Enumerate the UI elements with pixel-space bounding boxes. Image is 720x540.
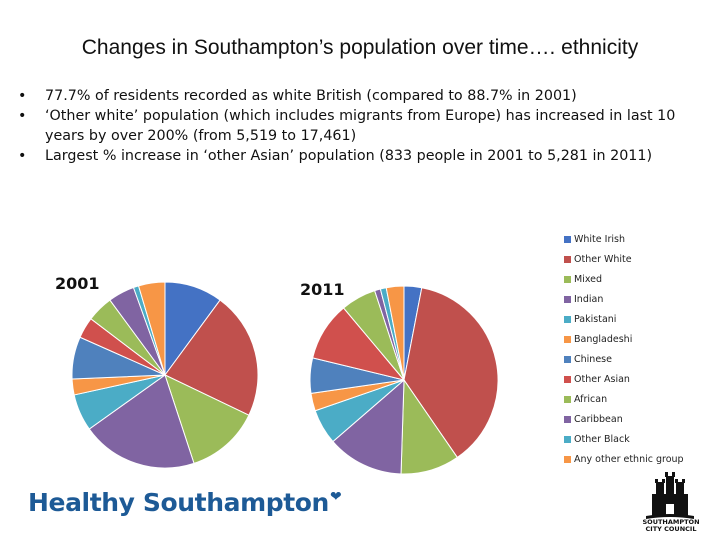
legend-label: Bangladeshi	[574, 333, 633, 345]
bullet-text: ‘Other white’ population (which includes…	[45, 108, 676, 144]
pie-slice-2011-other-white	[403, 287, 499, 459]
pie-2011	[309, 285, 499, 475]
legend-label: Mixed	[574, 273, 603, 285]
pie-2001	[71, 281, 259, 469]
legend-swatch	[564, 355, 571, 363]
pie-slice-2011-indian	[332, 378, 405, 475]
brand-text: Healthy Southampton	[28, 488, 329, 517]
slide-title: Changes in Southampton’s population over…	[81, 36, 639, 59]
legend-label: Any other ethnic group	[574, 453, 684, 465]
legend-label: Other White	[574, 253, 632, 265]
pie-title-2001: 2001	[55, 274, 100, 293]
pie-slice-2001-other-white	[164, 299, 259, 416]
legend-item: White Irish	[564, 229, 684, 249]
bullet-item: • ‘Other white’ population (which includ…	[18, 106, 708, 146]
bullet-item: • Largest % increase in ‘other Asian’ po…	[18, 146, 708, 166]
council-crest-icon	[646, 472, 694, 519]
pie-slice-2001-indian	[88, 374, 195, 469]
legend-label: White Irish	[574, 233, 625, 245]
legend-item: Indian	[564, 289, 684, 309]
legend-swatch	[564, 255, 571, 263]
legend-item: Chinese	[564, 349, 684, 369]
legend-item: Any other ethnic group	[564, 449, 684, 469]
legend-label: Chinese	[574, 353, 612, 365]
bullet-dot: •	[18, 108, 27, 124]
legend-swatch	[564, 275, 571, 283]
legend-swatch	[564, 295, 571, 303]
council-name: SOUTHAMPTON CITY COUNCIL	[642, 518, 700, 533]
legend-swatch	[564, 415, 571, 423]
legend-swatch	[564, 455, 571, 463]
legend-item: Other Black	[564, 429, 684, 449]
bullet-text: 77.7% of residents recorded as white Bri…	[45, 88, 577, 104]
legend-item: African	[564, 389, 684, 409]
bullet-dot: •	[18, 148, 27, 164]
legend-label: African	[574, 393, 608, 405]
pie-slice-2001-any-other-ethnic-group	[137, 281, 166, 376]
pie-slice-2011-any-other-ethnic-group	[385, 285, 405, 381]
legend-label: Caribbean	[574, 413, 623, 425]
healthy-southampton-logo: Healthy Southampton❤	[28, 488, 342, 517]
legend-item: Pakistani	[564, 309, 684, 329]
bullet-item: • 77.7% of residents recorded as white B…	[18, 86, 708, 106]
legend-item: Mixed	[564, 269, 684, 289]
bullet-list: • 77.7% of residents recorded as white B…	[18, 86, 708, 166]
legend-swatch	[564, 335, 571, 343]
legend-item: Caribbean	[564, 409, 684, 429]
legend-label: Other Black	[574, 433, 630, 445]
legend-label: Indian	[574, 293, 604, 305]
bullet-dot: •	[18, 88, 27, 104]
pie-title-2011: 2011	[300, 280, 345, 299]
legend-swatch	[564, 435, 571, 443]
legend-swatch	[564, 375, 571, 383]
legend-label: Pakistani	[574, 313, 617, 325]
legend-swatch	[564, 315, 571, 323]
legend-label: Other Asian	[574, 373, 630, 385]
chart-legend: White Irish Other White Mixed Indian Pakista…	[564, 229, 684, 469]
bullet-text: Largest % increase in ‘other Asian’ popu…	[45, 148, 653, 164]
legend-item: Bangladeshi	[564, 329, 684, 349]
legend-item: Other Asian	[564, 369, 684, 389]
pie-slice-2001-mixed	[164, 374, 250, 464]
legend-swatch	[564, 235, 571, 243]
legend-item: Other White	[564, 249, 684, 269]
legend-swatch	[564, 395, 571, 403]
heart-icon: ❤	[329, 489, 342, 505]
